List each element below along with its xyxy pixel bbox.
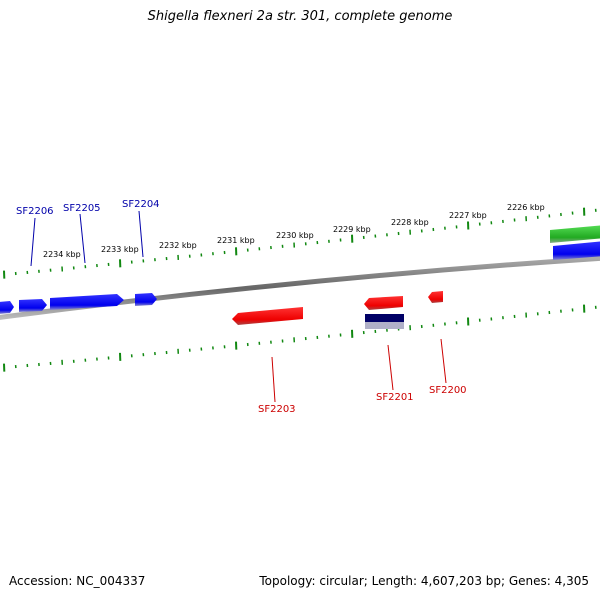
gene-label-sf2200[interactable]: SF2200	[429, 385, 467, 396]
gene-arrow-forward[interactable]	[0, 301, 14, 314]
kbp-label: 2227 kbp	[449, 211, 487, 220]
gene-label-sf2205[interactable]: SF2205	[63, 203, 101, 214]
gene-arrow-reverse[interactable]	[232, 307, 303, 325]
tick-row-bottom	[3, 304, 597, 372]
label-leader	[387, 344, 394, 391]
label-leader	[30, 217, 36, 267]
kbp-label: 2228 kbp	[391, 218, 429, 227]
forward-genes	[0, 225, 600, 314]
gene-arrow-forward[interactable]	[553, 241, 600, 260]
gene-arrow-reverse[interactable]	[428, 291, 443, 303]
genome-title: Shigella flexneri 2a str. 301, complete …	[147, 9, 453, 24]
kbp-label: 2226 kbp	[507, 203, 545, 212]
tick-row-top	[3, 207, 597, 279]
kbp-label: 2234 kbp	[43, 250, 81, 259]
kbp-label: 2231 kbp	[217, 236, 255, 245]
genome-summary-text: Topology: circular; Length: 4,607,203 bp…	[259, 574, 589, 588]
label-leader	[271, 356, 276, 403]
gene-arrow-reverse[interactable]	[364, 296, 403, 310]
kbp-label: 2232 kbp	[159, 241, 197, 250]
reverse-label-lines	[271, 338, 447, 403]
label-leader	[440, 338, 447, 384]
kbp-label: 2233 kbp	[101, 245, 139, 254]
kbp-label: 2230 kbp	[276, 231, 314, 240]
reverse-labels: SF2203 SF2201 SF2200	[258, 385, 467, 415]
gene-arrow-forward[interactable]	[135, 293, 157, 306]
forward-label-lines	[30, 210, 144, 267]
gene-arrow-forward[interactable]	[19, 299, 47, 312]
gene-label-sf2206[interactable]: SF2206	[16, 206, 54, 217]
reverse-genes	[232, 291, 443, 329]
accession-text: Accession: NC_004337	[9, 574, 146, 588]
gene-label-sf2203[interactable]: SF2203	[258, 404, 296, 415]
scale-labels: 2234 kbp 2233 kbp 2232 kbp 2231 kbp 2230…	[43, 203, 545, 259]
kbp-label: 2229 kbp	[333, 225, 371, 234]
label-leader	[79, 213, 86, 264]
gene-feature-navy[interactable]	[365, 314, 404, 322]
label-leader	[138, 210, 144, 258]
gene-feature-shadow	[365, 322, 404, 329]
gene-label-sf2204[interactable]: SF2204	[122, 199, 160, 210]
gene-arrow-forward[interactable]	[50, 294, 124, 310]
gene-label-sf2201[interactable]: SF2201	[376, 392, 414, 403]
forward-labels: SF2206 SF2205 SF2204	[16, 199, 160, 217]
gene-arrow-rna[interactable]	[550, 225, 600, 243]
